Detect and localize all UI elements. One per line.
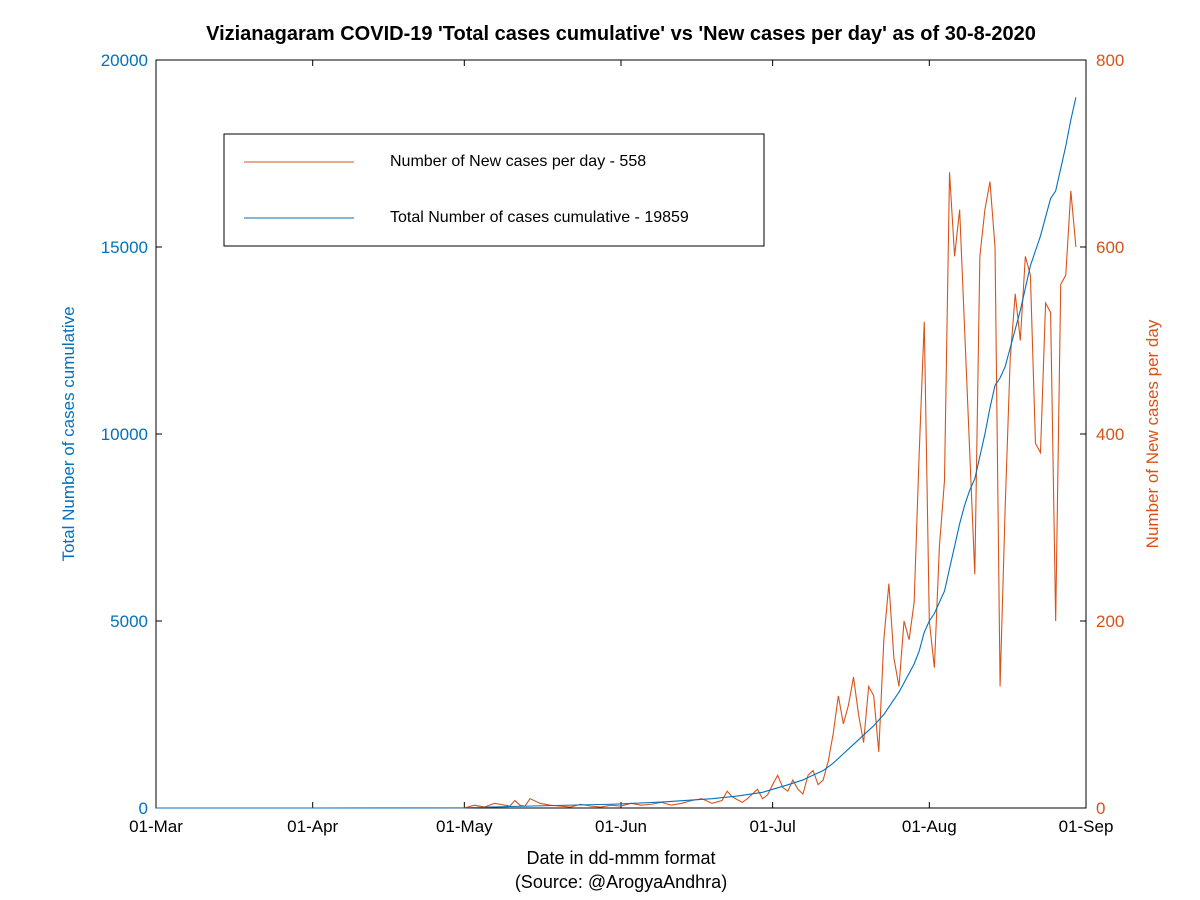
- y1-tick-label: 10000: [101, 425, 148, 444]
- y2-tick-label: 600: [1096, 238, 1124, 257]
- chart-title: Vizianagaram COVID-19 'Total cases cumul…: [206, 23, 1036, 45]
- y2-tick-label: 200: [1096, 612, 1124, 631]
- x-tick-label: 01-May: [436, 817, 493, 836]
- x-tick-label: 01-Mar: [129, 817, 183, 836]
- y1-tick-label: 0: [139, 799, 148, 818]
- legend-box: [224, 134, 764, 246]
- x-axis-label-line2: (Source: @ArogyaAndhra): [515, 872, 727, 892]
- x-axis-label-line1: Date in dd-mmm format: [526, 848, 715, 868]
- chart-container: 01-Mar 01-Apr 01-May 01-Jun 01-Jul 01-Aug 01-S…: [0, 0, 1200, 900]
- y1-tick-label: 5000: [110, 612, 148, 631]
- legend-label-cumulative: Total Number of cases cumulative - 19859: [390, 209, 689, 226]
- x-tick-label: 01-Aug: [902, 817, 957, 836]
- x-tick-label: 01-Apr: [287, 817, 338, 836]
- y1-axis-label: Total Number of cases cumulative: [59, 306, 78, 561]
- series-new-cases: [156, 172, 1076, 808]
- y1-tick-label: 15000: [101, 238, 148, 257]
- chart-svg: 01-Mar 01-Apr 01-May 01-Jun 01-Jul 01-Aug 01-S…: [0, 0, 1200, 900]
- y2-axis-label: Number of New cases per day: [1143, 319, 1162, 548]
- x-tick-label: 01-Sep: [1059, 817, 1114, 836]
- y2-tick-label: 400: [1096, 425, 1124, 444]
- x-tick-label: 01-Jul: [749, 817, 795, 836]
- legend-label-new_cases: Number of New cases per day - 558: [390, 153, 646, 170]
- y1-tick-label: 20000: [101, 51, 148, 70]
- y2-tick-label: 0: [1096, 799, 1105, 818]
- y2-tick-label: 800: [1096, 51, 1124, 70]
- x-tick-label: 01-Jun: [595, 817, 647, 836]
